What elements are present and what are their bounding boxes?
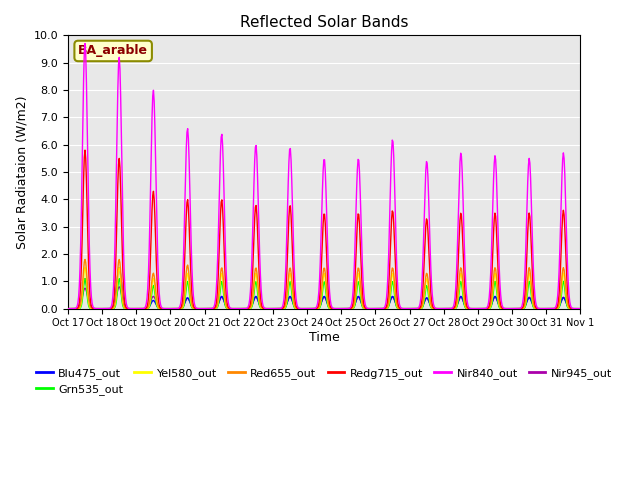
Nir945_out xyxy=(74,306,81,312)
Yel580_out xyxy=(577,306,584,312)
Nir945_out xyxy=(577,306,584,312)
Redg715_out xyxy=(64,306,72,312)
Red655_out xyxy=(127,306,134,312)
Grn535_out xyxy=(74,306,81,312)
X-axis label: Time: Time xyxy=(309,331,340,344)
Blu475_out xyxy=(64,306,72,312)
Red655_out xyxy=(577,306,584,312)
Blu475_out xyxy=(74,306,81,312)
Nir945_out xyxy=(127,306,134,312)
Grn535_out xyxy=(387,289,395,295)
Yel580_out xyxy=(74,306,81,312)
Line: Nir840_out: Nir840_out xyxy=(68,44,580,309)
Yel580_out xyxy=(81,265,89,271)
Grn535_out xyxy=(81,276,89,281)
Line: Grn535_out: Grn535_out xyxy=(68,278,580,309)
Redg715_out xyxy=(81,147,89,153)
Red655_out xyxy=(387,276,395,282)
Red655_out xyxy=(74,306,81,312)
Redg715_out xyxy=(387,232,395,238)
Redg715_out xyxy=(179,295,186,301)
Line: Blu475_out: Blu475_out xyxy=(68,268,580,309)
Grn535_out xyxy=(206,306,214,312)
Line: Yel580_out: Yel580_out xyxy=(68,268,580,309)
Y-axis label: Solar Radiataion (W/m2): Solar Radiataion (W/m2) xyxy=(15,95,28,249)
Blu475_out xyxy=(387,296,395,302)
Grn535_out xyxy=(127,306,134,312)
Yel580_out xyxy=(127,306,134,312)
Text: BA_arable: BA_arable xyxy=(78,45,148,58)
Nir840_out xyxy=(179,275,186,281)
Nir840_out xyxy=(402,306,410,312)
Nir945_out xyxy=(387,297,395,302)
Yel580_out xyxy=(179,304,186,310)
Red655_out xyxy=(81,257,89,263)
Line: Redg715_out: Redg715_out xyxy=(68,150,580,309)
Nir840_out xyxy=(127,306,134,312)
Nir840_out xyxy=(74,303,81,309)
Nir840_out xyxy=(81,41,89,47)
Legend: Blu475_out, Grn535_out, Yel580_out, Red655_out, Redg715_out, Nir840_out, Nir945_: Blu475_out, Grn535_out, Yel580_out, Red6… xyxy=(32,363,617,400)
Nir840_out xyxy=(64,306,72,312)
Nir945_out xyxy=(179,304,186,310)
Redg715_out xyxy=(206,306,214,312)
Blu475_out xyxy=(115,265,123,271)
Line: Nir945_out: Nir945_out xyxy=(68,287,580,309)
Red655_out xyxy=(402,306,410,312)
Nir840_out xyxy=(577,306,584,312)
Nir945_out xyxy=(115,284,123,290)
Nir945_out xyxy=(64,306,72,312)
Yel580_out xyxy=(387,282,395,288)
Nir840_out xyxy=(206,306,214,312)
Redg715_out xyxy=(577,306,584,312)
Grn535_out xyxy=(402,306,410,312)
Redg715_out xyxy=(402,306,410,312)
Nir945_out xyxy=(402,306,410,312)
Blu475_out xyxy=(127,306,134,312)
Blu475_out xyxy=(577,306,584,312)
Title: Reflected Solar Bands: Reflected Solar Bands xyxy=(240,15,408,30)
Grn535_out xyxy=(577,306,584,312)
Grn535_out xyxy=(179,305,186,311)
Blu475_out xyxy=(179,304,186,310)
Yel580_out xyxy=(64,306,72,312)
Redg715_out xyxy=(127,306,134,312)
Blu475_out xyxy=(206,306,214,312)
Grn535_out xyxy=(64,306,72,312)
Line: Red655_out: Red655_out xyxy=(68,260,580,309)
Yel580_out xyxy=(206,306,214,312)
Yel580_out xyxy=(402,306,410,312)
Red655_out xyxy=(206,306,214,312)
Red655_out xyxy=(64,306,72,312)
Redg715_out xyxy=(74,305,81,311)
Nir945_out xyxy=(206,306,214,312)
Blu475_out xyxy=(402,306,410,312)
Nir840_out xyxy=(387,169,395,175)
Red655_out xyxy=(179,303,186,309)
